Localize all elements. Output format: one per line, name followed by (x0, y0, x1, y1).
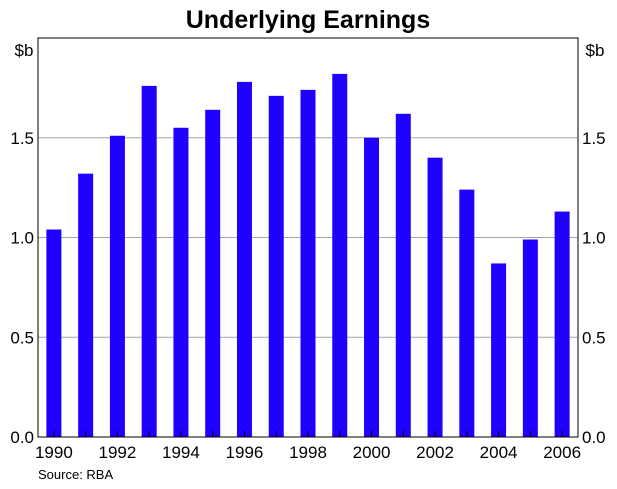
chart-title: Underlying Earnings (186, 6, 430, 34)
bar-1995 (205, 109, 221, 437)
x-tick-label: 1996 (226, 443, 264, 462)
x-tick-label: 2000 (353, 443, 391, 462)
bar-1992 (109, 135, 125, 437)
y-tick-label-right: 1.5 (582, 129, 606, 148)
x-tick-label: 2002 (416, 443, 454, 462)
x-tick-label: 1990 (35, 443, 73, 462)
bar-2004 (491, 263, 507, 437)
y-tick-label-left: 0.0 (10, 428, 34, 447)
bar-2000 (364, 137, 380, 437)
y-tick-label-right: 1.0 (582, 229, 606, 248)
y-tick-label-left: 1.5 (10, 129, 34, 148)
x-tick-label: 2006 (543, 443, 581, 462)
bar-1994 (173, 127, 189, 438)
x-tick-label: 1998 (289, 443, 327, 462)
x-tick-label: 1992 (98, 443, 136, 462)
bar-1997 (268, 95, 284, 437)
y-tick-label-right: 0.5 (582, 328, 606, 347)
y-tick-label-left: 0.5 (10, 328, 34, 347)
bar-1990 (46, 229, 62, 437)
y-tick-label-right: 0.0 (582, 428, 606, 447)
bar-1998 (300, 89, 316, 438)
bar-1993 (141, 85, 157, 437)
y-tick-label-left: 1.0 (10, 229, 34, 248)
bar-1996 (236, 81, 252, 437)
bar-2002 (427, 157, 443, 437)
bar-1991 (78, 173, 94, 437)
left-axis-unit: $b (15, 41, 34, 60)
bar-2001 (395, 113, 411, 437)
bar-1999 (332, 73, 348, 437)
x-tick-label: 1994 (162, 443, 200, 462)
bar-2005 (522, 239, 538, 437)
bar-2006 (554, 211, 570, 437)
x-tick-label: 2004 (480, 443, 518, 462)
source-note: Source: RBA (38, 467, 113, 482)
bar-2003 (459, 189, 475, 437)
right-axis-unit: $b (586, 41, 605, 60)
